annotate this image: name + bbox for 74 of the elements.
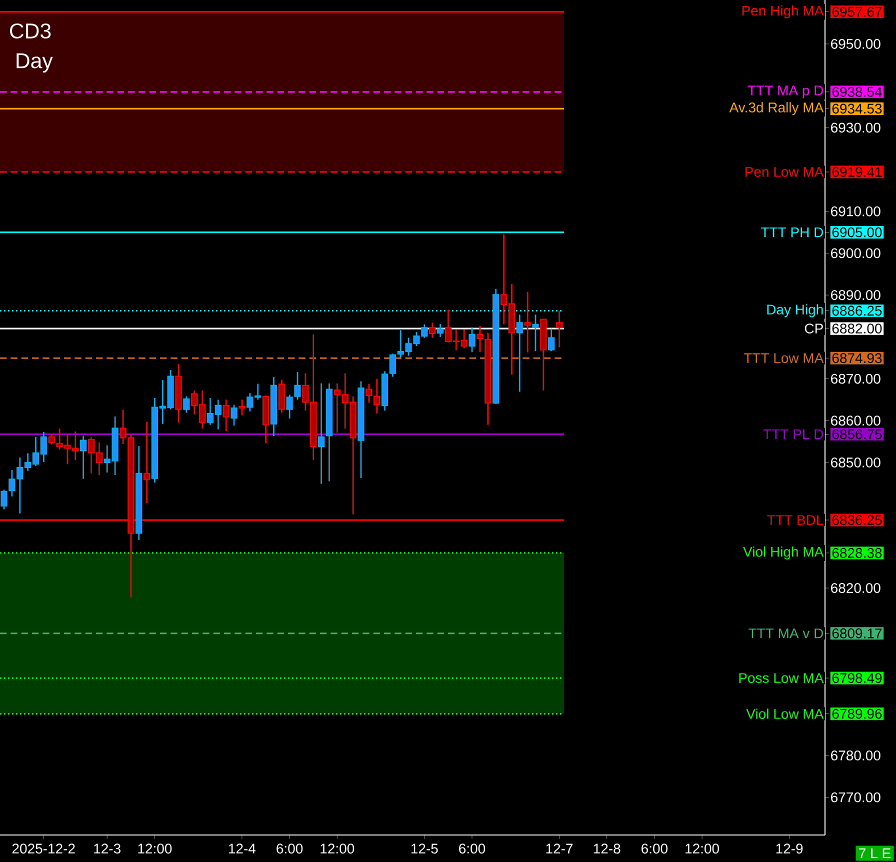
candlestick: [476, 325, 484, 353]
candlestick: [548, 328, 555, 352]
y-tick-label: 6820.00: [831, 583, 880, 594]
candlestick: [468, 326, 476, 353]
y-tick-label: 6905.00: [832, 227, 882, 238]
y-tick-label: 6930.00: [831, 122, 880, 133]
candlestick: [429, 322, 436, 338]
candlestick: [318, 382, 325, 484]
x-tick-label: 12-7: [546, 844, 573, 854]
y-tick-label: 6789.96: [832, 708, 882, 719]
y-tick-label: 6836.25: [832, 515, 882, 525]
candlestick: [222, 399, 230, 432]
y-tick-label: 6900.00: [831, 248, 880, 258]
text: 7 L E: [859, 848, 890, 858]
candlestick: [0, 489, 8, 510]
x-tick-label: 6:00: [642, 844, 668, 854]
y-tick-label: 6950.00: [831, 38, 880, 49]
ref-line-label: TTT MA p D: [748, 86, 823, 98]
y-tick-label: 6770.00: [831, 792, 880, 802]
y-tick-label: 6882.00: [832, 324, 882, 334]
candlestick: [143, 421, 150, 504]
candlestick: [556, 310, 563, 348]
x-tick-label: 12:00: [320, 844, 354, 854]
y-tick-label: 6798.49: [832, 673, 882, 684]
x-tick-label: 2025-12-2: [12, 844, 75, 854]
candlestick: [238, 399, 246, 416]
y-tick-label: 6910.00: [831, 206, 880, 216]
candlestick: [366, 383, 372, 404]
y-tick-label: 6809.17: [832, 628, 882, 638]
y-tick-label: 6919.41: [832, 167, 882, 177]
y-tick-label: 6874.93: [832, 353, 882, 364]
candlestick: [183, 396, 190, 414]
y-tick-label: 6850.00: [831, 458, 880, 468]
y-tick-label: 6870.00: [831, 374, 880, 384]
x-tick-label: 12-9: [776, 844, 803, 854]
ref-line-label: TTT BDL: [767, 515, 824, 525]
text: CD3: [10, 23, 51, 39]
y-tick-label: 6860.00: [831, 416, 880, 426]
ref-line-label: TTT PH D: [760, 227, 823, 238]
candlestick: [516, 314, 523, 392]
ref-line-label: CP: [804, 324, 823, 334]
candlestick: [230, 404, 238, 426]
y-tick-label: 6828.38: [832, 548, 882, 558]
x-tick-label: 6:00: [276, 844, 303, 854]
y-tick-label: 6938.54: [832, 86, 882, 97]
candlestick: [436, 323, 444, 338]
candlestick: [80, 435, 87, 480]
x-tick-label: 12-3: [94, 844, 120, 854]
ref-line-label: TTT PL D: [763, 429, 823, 440]
y-tick-label: 6934.53: [832, 104, 882, 114]
ref-line-label: Day High: [767, 304, 823, 318]
y-tick-label: 6890.00: [831, 290, 880, 300]
ref-line-label: TTT Low MA: [744, 353, 824, 364]
x-tick-label: 12-4: [229, 844, 256, 854]
text: Day: [16, 53, 53, 73]
y-tick-label: 6780.00: [831, 750, 880, 760]
x-tick-label: 12:00: [138, 844, 172, 854]
y-tick-label: 6957.67: [832, 6, 882, 17]
ref-line-label: Viol High MA: [743, 546, 824, 560]
candlestick: [532, 314, 539, 352]
candlestick: [524, 291, 531, 354]
candlestick: [374, 378, 380, 414]
ref-line-label: Av.3d Rally MA: [729, 102, 824, 116]
y-tick-label: 6856.75: [832, 429, 882, 440]
ref-line-label: Viol Low MA: [746, 708, 824, 719]
x-tick-label: 12-8: [594, 844, 620, 854]
x-tick-label: 12-5: [411, 844, 438, 854]
ref-line-label: TTT MA v D: [748, 628, 823, 638]
ref-line-label: Pen High MA: [742, 5, 824, 18]
x-tick-label: 12:00: [686, 844, 720, 854]
y-tick-label: 6886.25: [832, 306, 882, 316]
ref-line-label: Poss Low MA: [739, 673, 824, 683]
x-tick-label: 6:00: [459, 844, 486, 854]
ref-line-label: Pen Low MA: [745, 167, 824, 177]
